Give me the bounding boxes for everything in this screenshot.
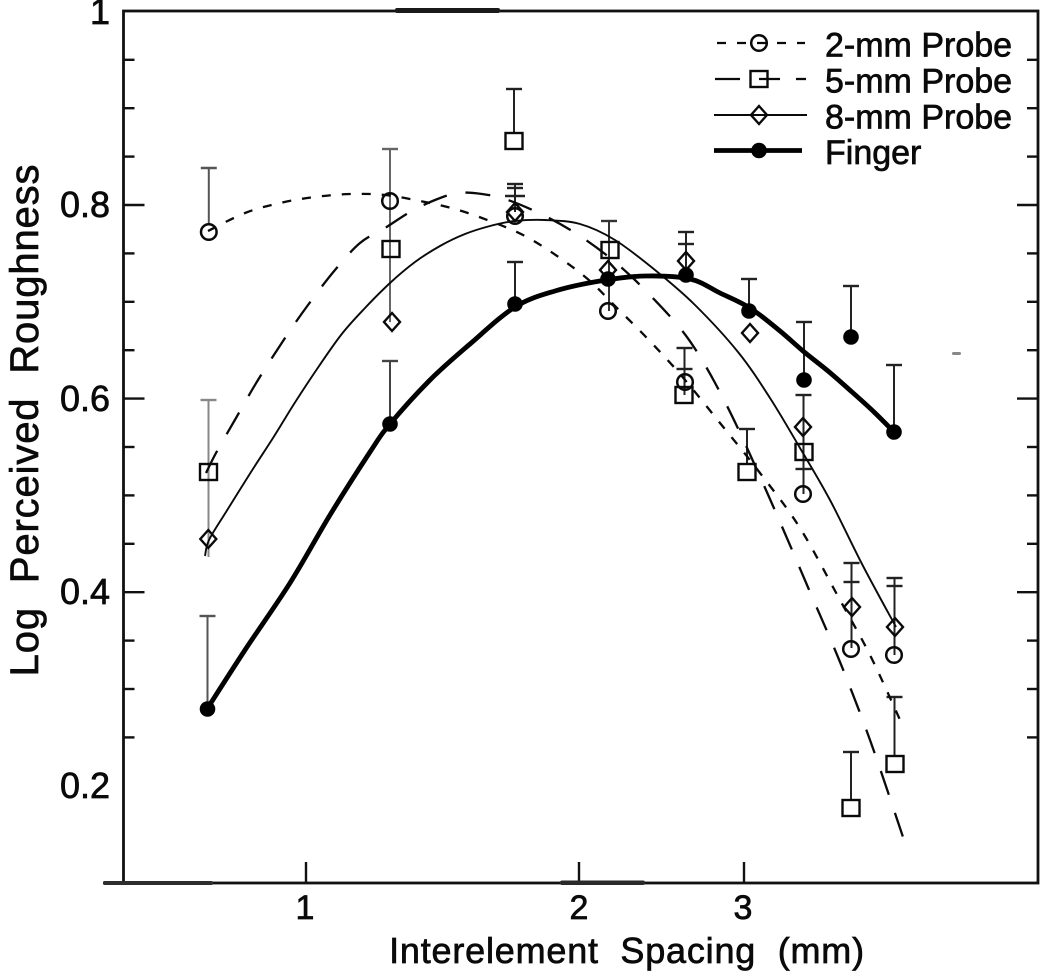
svg-text:2-mm Probe: 2-mm Probe [825, 27, 1012, 65]
svg-text:3: 3 [734, 889, 753, 927]
svg-text:0.6: 0.6 [60, 378, 110, 419]
svg-text:1: 1 [296, 889, 315, 927]
svg-text:Log Perceived Roughness: Log Perceived Roughness [3, 164, 47, 677]
svg-text:5-mm Probe: 5-mm Probe [825, 63, 1012, 101]
svg-text:8-mm Probe: 8-mm Probe [825, 99, 1012, 137]
svg-text:1: 1 [90, 0, 110, 32]
svg-text:0.8: 0.8 [60, 184, 110, 225]
svg-text:0.2: 0.2 [60, 765, 110, 806]
svg-text:0.4: 0.4 [60, 571, 110, 612]
svg-text:2: 2 [570, 889, 589, 927]
svg-text:Interelement Spacing (mm): Interelement Spacing (mm) [389, 930, 865, 971]
svg-text:Finger: Finger [825, 134, 921, 172]
